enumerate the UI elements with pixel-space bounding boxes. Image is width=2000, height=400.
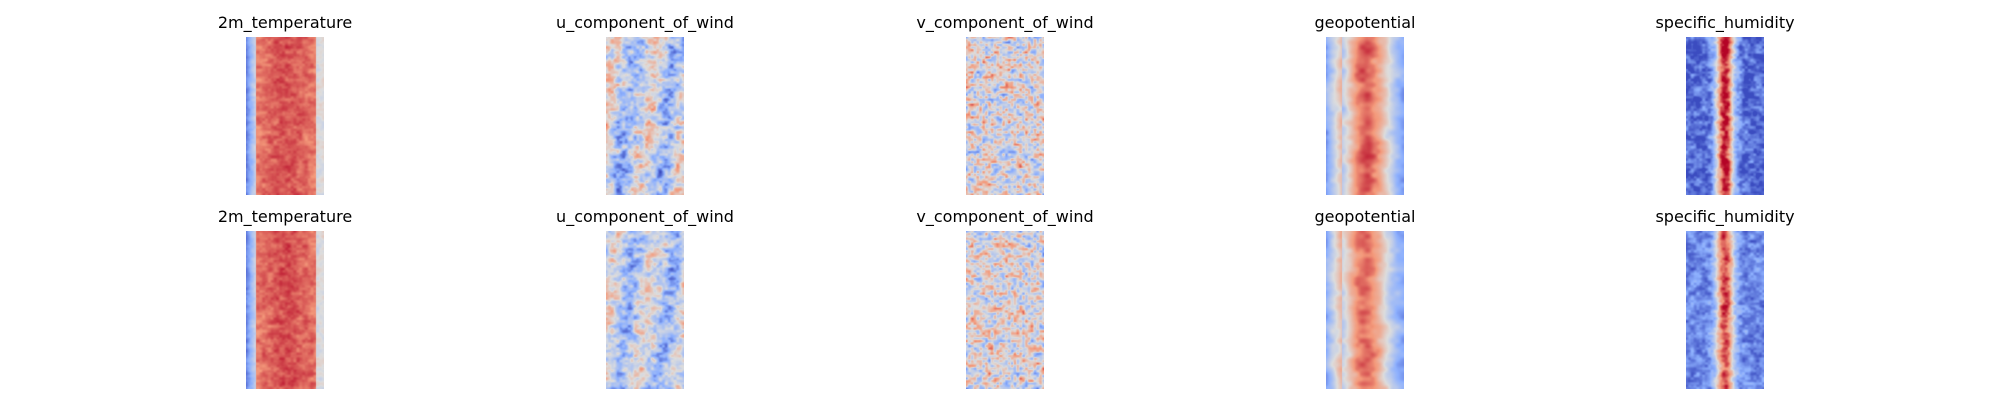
panel-title-r0-c1: u_component_of_wind bbox=[556, 13, 734, 32]
panel-title-r1-c1: u_component_of_wind bbox=[556, 207, 734, 226]
heatmap-r1-c2 bbox=[966, 231, 1044, 389]
heatmap-r1-c4 bbox=[1686, 231, 1764, 389]
panel-title-r0-c4: specific_humidity bbox=[1655, 13, 1795, 32]
panel-title-r1-c2: v_component_of_wind bbox=[916, 207, 1094, 226]
panel-title-r0-c0: 2m_temperature bbox=[217, 13, 353, 32]
panel-title-r1-c4: specific_humidity bbox=[1655, 207, 1795, 226]
heatmap-r1-c3 bbox=[1326, 231, 1404, 389]
heatmap-r0-c0 bbox=[246, 37, 324, 195]
panel-title-r0-c3: geopotential bbox=[1314, 13, 1416, 32]
heatmap-r1-c1 bbox=[606, 231, 684, 389]
heatmap-r0-c1 bbox=[606, 37, 684, 195]
heatmap-r1-c0 bbox=[246, 231, 324, 389]
panel-title-r1-c0: 2m_temperature bbox=[217, 207, 353, 226]
heatmap-r0-c2 bbox=[966, 37, 1044, 195]
heatmap-r0-c4 bbox=[1686, 37, 1764, 195]
panel-title-r1-c3: geopotential bbox=[1314, 207, 1416, 226]
heatmap-r0-c3 bbox=[1326, 37, 1404, 195]
panel-title-r0-c2: v_component_of_wind bbox=[916, 13, 1094, 32]
